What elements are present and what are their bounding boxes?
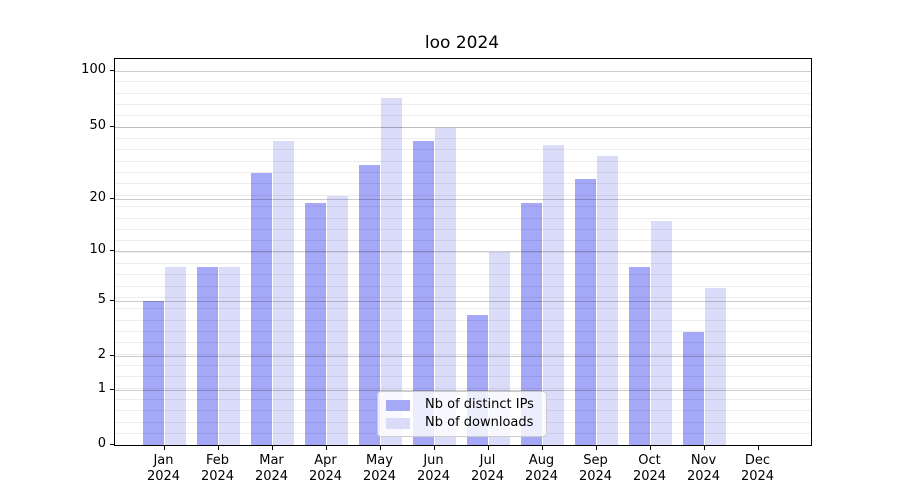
x-tick-label-line: Feb (205, 453, 230, 468)
bar-ips-sep (574, 178, 597, 445)
x-tick-label-line: 2024 (524, 469, 559, 484)
x-tick-mark (379, 446, 381, 450)
legend-item-downloads: Nb of downloads (386, 415, 542, 431)
y-tick-mark (110, 389, 114, 390)
bar-ips-aug (520, 203, 543, 445)
bar-ips-feb (196, 267, 219, 445)
legend-swatch-distinct-ips-icon (386, 399, 410, 411)
bar-downloads-apr (326, 195, 349, 445)
bar-ips-nov (682, 331, 705, 445)
x-tick-label-sep: Sep 2024 (566, 453, 626, 485)
legend-swatch-downloads-icon (386, 417, 410, 429)
x-tick-mark (433, 446, 435, 450)
bar-downloads-feb (218, 267, 241, 445)
legend-label-downloads: Nb of downloads (425, 415, 534, 430)
y-tick-mark (110, 69, 114, 71)
x-tick-mark (217, 446, 219, 450)
y-tick-label: 10 (89, 242, 106, 257)
x-tick-label-dec: Dec 2024 (728, 453, 788, 485)
legend: Nb of distinct IPs Nb of downloads (377, 391, 547, 437)
x-tick-label-line: 2024 (362, 469, 397, 484)
x-tick-label-aug: Aug 2024 (512, 453, 572, 485)
bar-downloads-nov (704, 288, 727, 445)
x-tick-mark (757, 446, 759, 450)
legend-label-distinct-ips: Nb of distinct IPs (425, 397, 534, 412)
x-tick-mark (163, 446, 165, 450)
y-tick-label: 5 (97, 291, 106, 307)
x-tick-label-line: May (366, 453, 393, 468)
x-tick-label-line: 2024 (200, 469, 235, 484)
x-tick-label-jul: Jul 2024 (458, 453, 518, 485)
bar-ips-jan (142, 301, 165, 445)
y-tick-mark (110, 250, 114, 251)
y-tick-label: 50 (89, 118, 106, 133)
x-tick-label-line: 2024 (416, 469, 451, 484)
bar-downloads-jan (164, 267, 187, 445)
x-tick-label-line: 2024 (632, 469, 667, 484)
x-tick-mark (271, 446, 273, 450)
x-tick-label-line: Sep (583, 453, 608, 468)
x-tick-label-line: 2024 (308, 469, 343, 484)
x-tick-label-feb: Feb 2024 (188, 453, 248, 485)
y-tick-label: 20 (89, 190, 106, 205)
x-tick-label-nov: Nov 2024 (674, 453, 734, 485)
y-tick-mark (110, 299, 114, 301)
bar-downloads-aug (542, 145, 565, 445)
x-tick-label-jan: Jan 2024 (134, 453, 194, 485)
x-tick-label-line: 2024 (254, 469, 289, 484)
bar-ips-oct (628, 267, 651, 445)
bar-downloads-may (380, 97, 403, 445)
x-tick-label-jun: Jun 2024 (404, 453, 464, 485)
x-tick-mark (541, 446, 543, 450)
x-tick-label-line: Apr (314, 453, 337, 468)
bar-ips-apr (304, 203, 327, 445)
x-tick-label-line: Aug (528, 453, 555, 468)
x-tick-label-line: Nov (690, 453, 717, 468)
bar-ips-jun (412, 141, 435, 445)
x-tick-label-line: Jul (479, 453, 496, 468)
x-tick-mark (487, 446, 489, 450)
y-tick-label: 100 (81, 61, 106, 77)
bar-downloads-oct (650, 221, 673, 445)
bar-ips-may (358, 165, 381, 445)
bar-downloads-jun (434, 127, 457, 445)
x-tick-label-line: 2024 (578, 469, 613, 484)
x-tick-label-may: May 2024 (350, 453, 410, 485)
y-tick-label: 2 (97, 347, 106, 362)
y-tick-mark (110, 355, 114, 356)
legend-item-distinct-ips: Nb of distinct IPs (386, 397, 542, 413)
x-tick-label-line: Dec (744, 453, 771, 468)
x-tick-mark (325, 446, 327, 450)
x-tick-label-line: Mar (259, 453, 284, 468)
x-tick-label-line: Jun (423, 453, 444, 468)
y-tick-mark (110, 198, 114, 199)
x-tick-mark (703, 446, 705, 450)
bar-ips-mar (250, 173, 273, 445)
bar-downloads-sep (596, 155, 619, 445)
x-tick-label-line: 2024 (470, 469, 505, 484)
x-tick-label-line: 2024 (686, 469, 721, 484)
x-tick-label-oct: Oct 2024 (620, 453, 680, 485)
x-tick-label-line: Jan (153, 453, 174, 468)
x-tick-label-line: 2024 (740, 469, 775, 484)
y-tick-mark (110, 126, 114, 127)
bar-downloads-mar (272, 141, 295, 445)
y-tick-mark (110, 443, 114, 445)
bars-layer (115, 59, 811, 445)
x-tick-mark (595, 446, 597, 450)
y-tick-label: 1 (97, 381, 106, 396)
plot-area (114, 58, 812, 446)
x-tick-label-line: Oct (638, 453, 661, 468)
x-tick-label-line: 2024 (146, 469, 181, 484)
x-tick-label-mar: Mar 2024 (242, 453, 302, 485)
y-tick-label: 0 (97, 435, 106, 451)
chart-title: loo 2024 (424, 33, 500, 53)
x-tick-mark (649, 446, 651, 450)
x-tick-label-apr: Apr 2024 (296, 453, 356, 485)
